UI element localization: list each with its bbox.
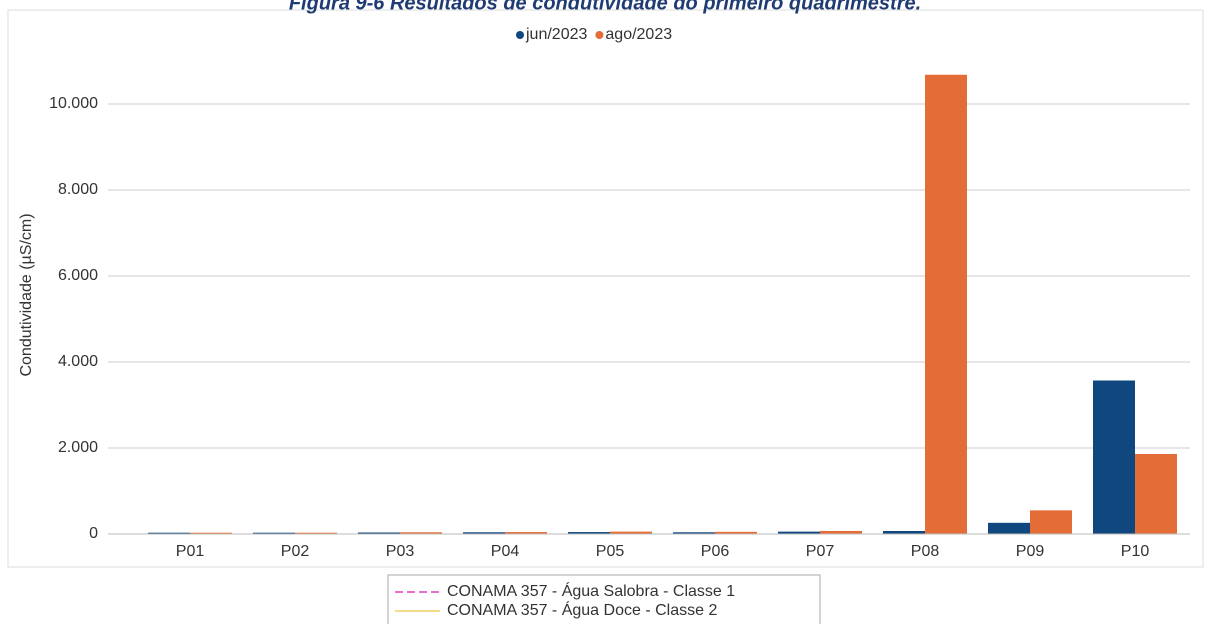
x-tick-label: P09 bbox=[1016, 543, 1045, 560]
bar bbox=[505, 532, 547, 534]
bar bbox=[610, 531, 652, 534]
x-tick-label: P05 bbox=[596, 543, 625, 560]
chart-title: Figura 9-6 Resultados de condutividade d… bbox=[289, 0, 921, 14]
bar bbox=[988, 522, 1030, 534]
y-tick-label: 2.000 bbox=[58, 439, 98, 456]
bar bbox=[1135, 454, 1177, 534]
y-axis-label: Condutividade (µS/cm) bbox=[18, 213, 35, 376]
x-tick-label: P07 bbox=[806, 543, 835, 560]
bar bbox=[883, 530, 925, 534]
bar bbox=[463, 532, 505, 534]
bar bbox=[295, 532, 337, 534]
x-tick-label: P01 bbox=[176, 543, 205, 560]
y-tick-label: 6.000 bbox=[58, 267, 98, 284]
bar bbox=[925, 74, 967, 534]
legend-label: ago/2023 bbox=[605, 26, 672, 43]
bar bbox=[820, 530, 862, 534]
y-tick-label: 10.000 bbox=[49, 95, 98, 112]
chart-frame bbox=[7, 9, 1204, 568]
bar bbox=[568, 532, 610, 534]
bar bbox=[673, 532, 715, 534]
bar bbox=[715, 531, 757, 534]
x-tick-label: P08 bbox=[911, 543, 940, 560]
y-tick-label: 0 bbox=[89, 525, 98, 542]
bar bbox=[148, 532, 190, 534]
legend-label: jun/2023 bbox=[525, 26, 587, 43]
x-tick-label: P10 bbox=[1121, 543, 1150, 560]
bar bbox=[253, 532, 295, 534]
x-tick-label: P06 bbox=[701, 543, 730, 560]
x-tick-label: P03 bbox=[386, 543, 415, 560]
bar bbox=[190, 532, 232, 534]
legend-marker bbox=[595, 31, 604, 39]
reference-legend-label: CONAMA 357 - Água Salobra - Classe 1 bbox=[447, 581, 735, 600]
bar bbox=[400, 532, 442, 534]
reference-legend-box bbox=[387, 574, 821, 624]
y-tick-label: 4.000 bbox=[58, 353, 98, 370]
bar bbox=[1093, 380, 1135, 534]
y-tick-label: 8.000 bbox=[58, 181, 98, 198]
bar bbox=[358, 532, 400, 534]
bar bbox=[778, 531, 820, 534]
reference-legend-label: CONAMA 357 - Água Doce - Classe 2 bbox=[447, 600, 717, 619]
x-tick-label: P02 bbox=[281, 543, 310, 560]
bar bbox=[1030, 510, 1072, 534]
legend-marker bbox=[516, 31, 524, 39]
x-tick-label: P04 bbox=[491, 543, 520, 560]
